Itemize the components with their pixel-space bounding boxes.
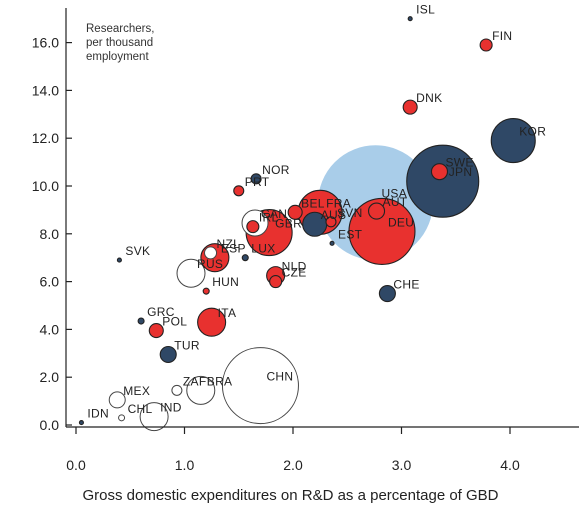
annotation-line: employment bbox=[86, 51, 149, 63]
point-label-aus: AUS bbox=[321, 208, 347, 222]
bubble-kor bbox=[490, 118, 536, 164]
bubble-svk bbox=[116, 257, 122, 263]
bubble-tur bbox=[159, 345, 177, 364]
bubble-chn bbox=[221, 347, 299, 425]
bubble-layer bbox=[78, 16, 536, 432]
point-label-jpn: JPN bbox=[449, 165, 473, 179]
bubble-rus bbox=[176, 258, 206, 288]
point-label-bel: BEL bbox=[301, 196, 325, 210]
x-tick-label: 2.0 bbox=[283, 457, 303, 473]
y-unit-annotation: Researchers, per thousand employment bbox=[86, 23, 154, 63]
point-label-mex: MEX bbox=[123, 384, 150, 398]
bubble-nzl bbox=[204, 246, 218, 260]
point-label-ind: IND bbox=[160, 401, 182, 415]
point-label-isl: ISL bbox=[416, 3, 435, 17]
bubble-deu bbox=[348, 197, 416, 265]
point-label-nld: NLD bbox=[282, 260, 307, 274]
point-label-dnk: DNK bbox=[416, 91, 442, 105]
point-label-kor: KOR bbox=[519, 125, 546, 139]
bubble-jpn bbox=[406, 144, 480, 218]
point-label-nzl: NZL bbox=[217, 237, 241, 251]
bubble-lux bbox=[241, 254, 249, 262]
x-axis-label: Gross domestic expenditures on R&D as a … bbox=[82, 487, 499, 504]
y-tick-label: 2.0 bbox=[40, 369, 60, 385]
bubble-bel bbox=[287, 204, 303, 220]
point-label-bra: BRA bbox=[207, 374, 233, 388]
bubble-ind bbox=[139, 402, 169, 432]
point-label-grc: GRC bbox=[147, 305, 175, 319]
point-label-ita: ITA bbox=[218, 306, 237, 320]
point-label-usa: USA bbox=[381, 187, 407, 201]
point-label-fra: FRA bbox=[326, 196, 351, 210]
point-label-prt: PRT bbox=[245, 175, 270, 189]
point-label-svn: SVN bbox=[337, 206, 363, 220]
y-tick-label: 4.0 bbox=[40, 321, 60, 337]
point-label-fin: FIN bbox=[492, 29, 512, 43]
bubble-grc bbox=[137, 317, 145, 325]
bubble-dnk bbox=[402, 99, 418, 115]
bubble-mex bbox=[108, 391, 126, 409]
bubble-zaf bbox=[171, 384, 183, 396]
bubble-aut bbox=[367, 202, 386, 220]
y-tick-label: 12.0 bbox=[32, 130, 59, 146]
y-tick-layer: 0.0 2.0 4.0 6.0 8.0 10.0 12.0 14.0 16.0 bbox=[32, 35, 72, 433]
bubble-hun bbox=[202, 287, 210, 295]
annotation-line: Researchers, bbox=[86, 23, 154, 35]
point-label-irl: IRL bbox=[259, 211, 279, 225]
x-tick-label: 4.0 bbox=[500, 457, 520, 473]
point-label-cze: CZE bbox=[282, 266, 307, 280]
point-label-rus: RUS bbox=[197, 257, 223, 271]
point-label-pol: POL bbox=[162, 315, 187, 329]
y-tick-label: 0.0 bbox=[40, 417, 60, 433]
bubble-est bbox=[329, 240, 335, 246]
point-label-esp: ESP bbox=[221, 242, 246, 256]
y-tick-label: 10.0 bbox=[32, 178, 59, 194]
annotation-line: per thousand bbox=[86, 37, 153, 49]
point-label-che: CHE bbox=[393, 278, 419, 292]
y-tick-label: 14.0 bbox=[32, 82, 59, 98]
bubble-idn bbox=[78, 420, 84, 426]
point-label-swe: SWE bbox=[445, 156, 473, 170]
y-tick-label: 8.0 bbox=[40, 226, 60, 242]
bubble-nor bbox=[250, 173, 262, 185]
bubble-cze bbox=[269, 275, 283, 289]
bubble-irl bbox=[246, 220, 260, 234]
point-label-gbr: GBR bbox=[275, 217, 302, 231]
bubble-swe bbox=[430, 163, 449, 181]
point-label-can: CAN bbox=[261, 207, 287, 221]
point-label-zaf: ZAF bbox=[183, 374, 207, 388]
point-label-aut: AUT bbox=[383, 195, 408, 209]
y-tick-label: 16.0 bbox=[32, 35, 59, 51]
bubble-fin bbox=[479, 38, 493, 52]
point-label-chl: CHL bbox=[128, 402, 153, 416]
y-tick-label: 6.0 bbox=[40, 274, 60, 290]
bubble-svn bbox=[325, 216, 337, 228]
bubble-bra bbox=[186, 375, 216, 405]
bubble-isl bbox=[407, 16, 413, 22]
bubble-pol bbox=[148, 323, 164, 339]
x-tick-label: 0.0 bbox=[66, 457, 86, 473]
point-label-deu: DEU bbox=[388, 215, 414, 229]
x-tick-label: 3.0 bbox=[392, 457, 412, 473]
point-label-tur: TUR bbox=[174, 338, 200, 352]
bubble-prt bbox=[233, 185, 245, 197]
bubble-che bbox=[378, 284, 396, 303]
point-label-chn: CHN bbox=[266, 370, 293, 384]
point-label-lux: LUX bbox=[251, 242, 275, 256]
point-label-svk: SVK bbox=[125, 244, 150, 258]
bubble-chl bbox=[118, 414, 126, 422]
point-label-est: EST bbox=[338, 227, 363, 241]
point-label-idn: IDN bbox=[87, 407, 109, 421]
point-label-hun: HUN bbox=[212, 275, 239, 289]
bubble-ita bbox=[197, 307, 227, 337]
x-tick-label: 1.0 bbox=[175, 457, 195, 473]
x-tick-layer: 0.0 1.0 2.0 3.0 4.0 bbox=[66, 427, 520, 473]
point-label-nor: NOR bbox=[262, 163, 290, 177]
